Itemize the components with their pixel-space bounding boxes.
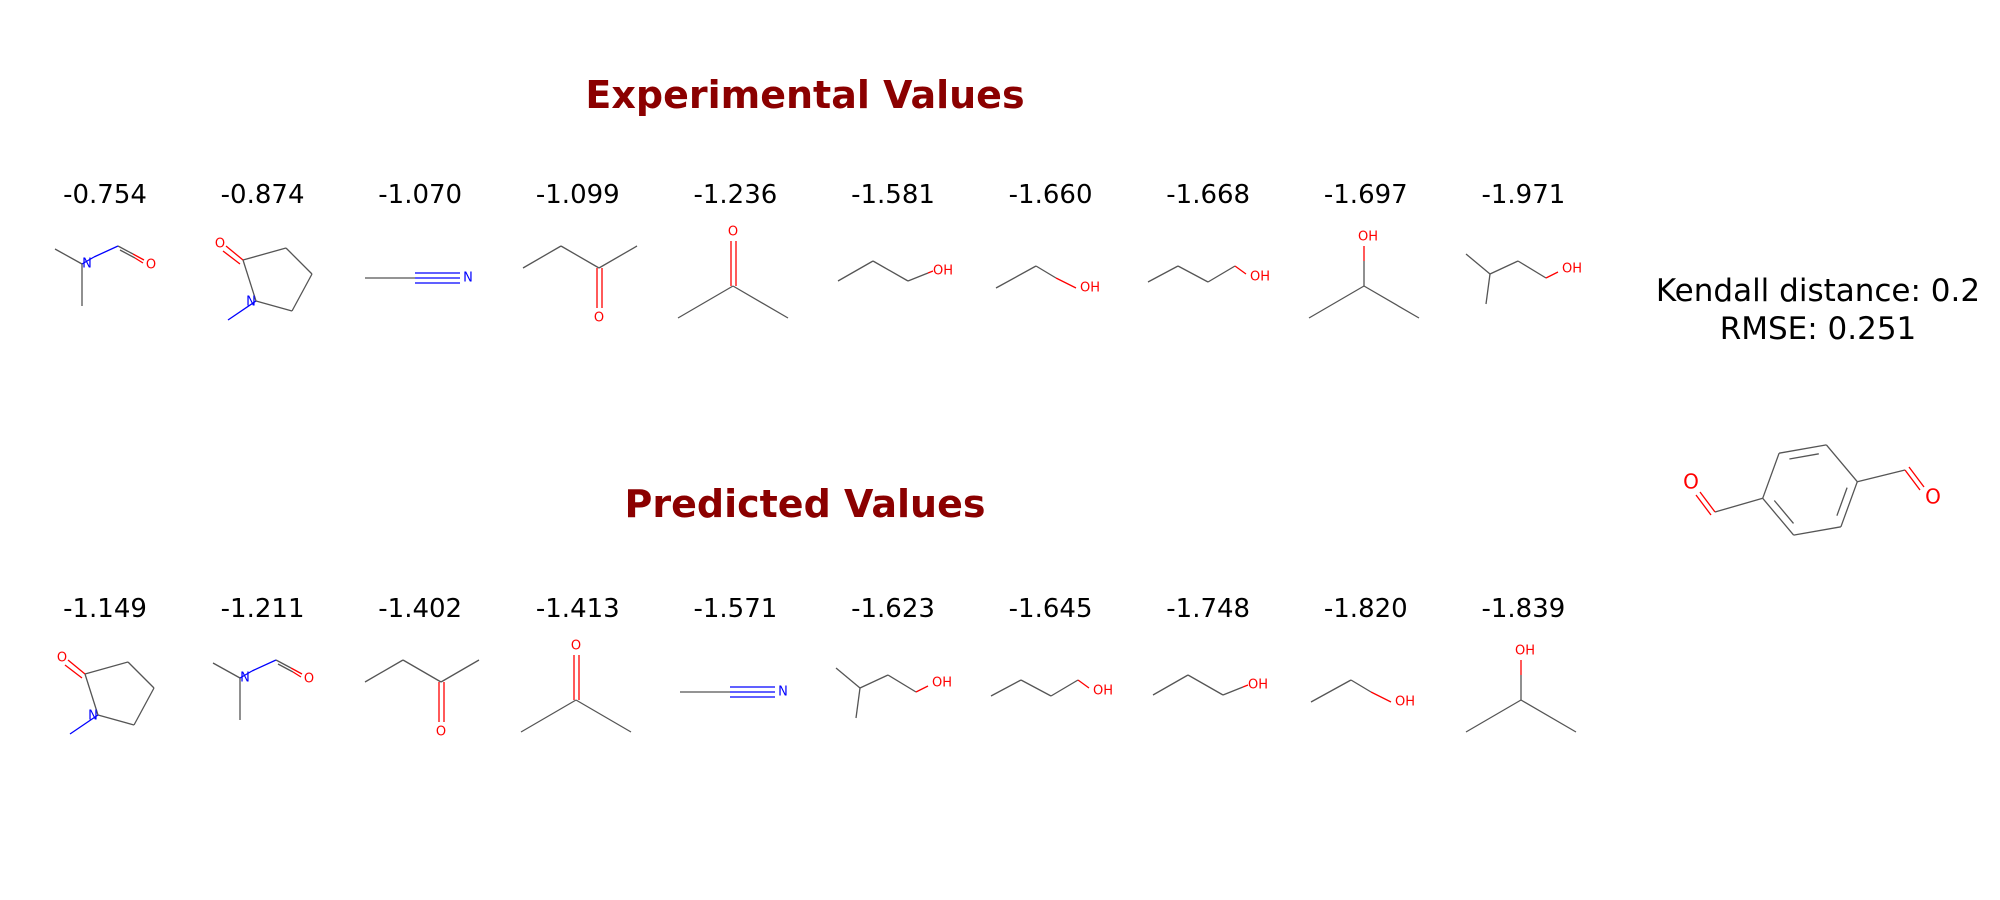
- kendall-distance: Kendall distance: 0.2: [1655, 273, 1981, 309]
- svg-text:OH: OH: [933, 264, 953, 279]
- svg-text:OH: OH: [1562, 262, 1582, 277]
- svg-text:N: N: [240, 671, 250, 686]
- svg-text:O: O: [436, 725, 446, 740]
- experimental-value-2: -0.874: [220, 180, 305, 210]
- svg-text:OH: OH: [1080, 281, 1100, 296]
- svg-text:O: O: [1683, 470, 1699, 494]
- predicted-title: Predicted Values: [624, 482, 986, 526]
- svg-text:O: O: [57, 651, 67, 666]
- experimental-value-9: -1.697: [1323, 180, 1408, 210]
- experimental-value-8: -1.668: [1166, 180, 1251, 210]
- svg-text:OH: OH: [1250, 270, 1270, 285]
- svg-text:OH: OH: [1395, 695, 1415, 710]
- experimental-molecule-3: N: [355, 216, 485, 340]
- predicted-value-6: -1.623: [851, 594, 935, 624]
- experimental-molecule-4: O: [513, 216, 643, 340]
- predicted-value-7: -1.645: [1008, 594, 1093, 624]
- svg-text:N: N: [463, 271, 473, 286]
- experimental-value-4: -1.099: [535, 180, 620, 210]
- svg-text:OH: OH: [1515, 644, 1535, 659]
- predicted-molecule-8: OH: [1143, 630, 1273, 754]
- experimental-molecule-5: O: [670, 216, 800, 340]
- experimental-value-10: -1.971: [1481, 180, 1566, 210]
- predicted-value-8: -1.748: [1166, 594, 1251, 624]
- experimental-value-6: -1.581: [851, 180, 935, 210]
- predicted-value-10: -1.839: [1481, 594, 1566, 624]
- stats-panel: Kendall distance: 0.2 RMSE: 0.251: [1618, 272, 2000, 348]
- predicted-value-1: -1.149: [63, 594, 147, 624]
- svg-text:O: O: [146, 258, 156, 273]
- experimental-value-3: -1.070: [378, 180, 463, 210]
- svg-text:O: O: [303, 672, 313, 687]
- predicted-value-3: -1.402: [378, 594, 463, 624]
- experimental-molecule-8: OH: [1143, 216, 1273, 340]
- svg-text:O: O: [571, 639, 581, 654]
- predicted-value-9: -1.820: [1323, 594, 1408, 624]
- experimental-title: Experimental Values: [585, 73, 1025, 117]
- experimental-value-1: -0.754: [63, 180, 147, 210]
- experimental-value-7: -1.660: [1008, 180, 1093, 210]
- experimental-molecule-10: OH: [1458, 216, 1588, 340]
- experimental-value-5: -1.236: [693, 180, 778, 210]
- predicted-molecule-3: O: [355, 630, 485, 754]
- svg-text:OH: OH: [1358, 230, 1378, 245]
- predicted-molecule-5: N: [670, 630, 800, 754]
- rmse: RMSE: 0.251: [1719, 311, 1917, 347]
- svg-text:N: N: [246, 295, 256, 310]
- predicted-value-2: -1.211: [220, 594, 305, 624]
- svg-text:OH: OH: [932, 676, 952, 691]
- svg-text:N: N: [82, 257, 92, 272]
- predicted-value-5: -1.571: [693, 594, 778, 624]
- svg-text:O: O: [728, 225, 738, 240]
- svg-text:OH: OH: [1248, 678, 1268, 693]
- experimental-molecule-6: OH: [828, 216, 958, 340]
- svg-text:O: O: [214, 237, 224, 252]
- svg-text:N: N: [779, 685, 789, 700]
- predicted-molecule-4: O: [513, 630, 643, 754]
- predicted-molecule-9: OH: [1301, 630, 1431, 754]
- predicted-molecule-6: OH: [828, 630, 958, 754]
- experimental-molecule-7: OH: [986, 216, 1116, 340]
- predicted-molecule-10: OH: [1458, 630, 1588, 754]
- predicted-value-4: -1.413: [535, 594, 620, 624]
- svg-text:N: N: [88, 709, 98, 724]
- svg-text:O: O: [594, 311, 604, 326]
- predicted-molecule-7: OH: [986, 630, 1116, 754]
- experimental-molecule-9: OH: [1301, 216, 1431, 340]
- svg-text:OH: OH: [1093, 684, 1113, 699]
- svg-text:O: O: [1925, 485, 1941, 509]
